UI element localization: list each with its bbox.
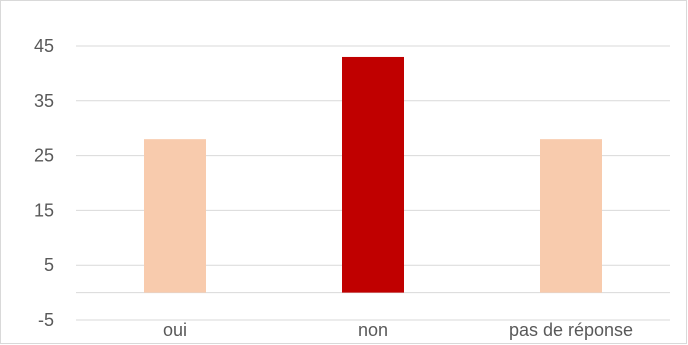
bar-oui (144, 139, 206, 293)
category-labels: oui non pas de réponse (163, 320, 633, 340)
bars (144, 56, 602, 293)
x-category-label: non (358, 320, 388, 340)
y-tick-label: 35 (34, 91, 54, 111)
bar-non (342, 56, 404, 293)
x-category-label: oui (163, 320, 187, 340)
y-axis-ticks: -5 5 15 25 35 45 (34, 36, 54, 330)
x-category-label: pas de réponse (509, 320, 633, 340)
bar-pas-de-réponse (540, 139, 602, 293)
y-tick-label: 15 (34, 200, 54, 220)
y-tick-label: 5 (44, 255, 54, 275)
y-tick-label: -5 (38, 310, 54, 330)
y-tick-label: 45 (34, 36, 54, 56)
y-tick-label: 25 (34, 146, 54, 166)
